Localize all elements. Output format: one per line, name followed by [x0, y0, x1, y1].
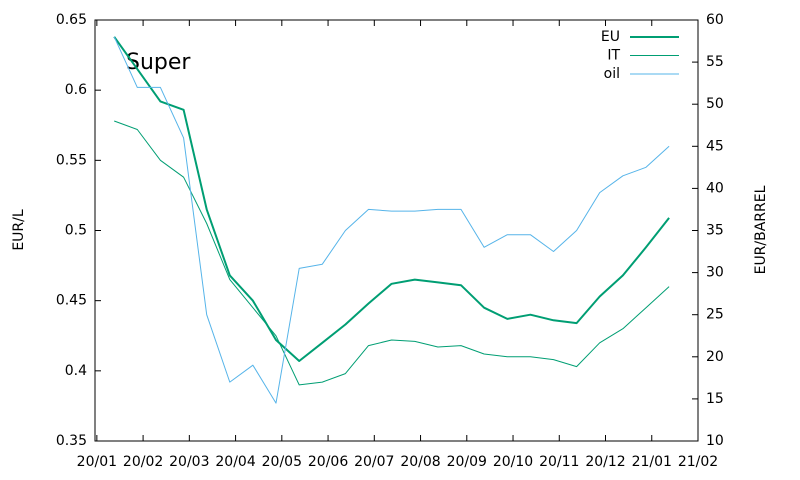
y2-tick-label: 15	[706, 391, 724, 407]
y2-tick-label: 10	[706, 433, 724, 449]
y2-tick-label: 35	[706, 223, 724, 239]
x-tick-label: 20/05	[262, 454, 302, 470]
y2-tick-label: 20	[706, 349, 724, 365]
y-tick-label: 0.35	[56, 433, 87, 449]
legend-label: EU	[601, 29, 620, 45]
y-tick-label: 0.45	[56, 293, 87, 309]
y2-tick-label: 30	[706, 265, 724, 281]
plot-frame	[94, 19, 699, 442]
x-tick-label: 20/11	[539, 454, 579, 470]
y-tick-label: 0.4	[65, 363, 87, 379]
y2-tick-label: 55	[706, 54, 724, 70]
legend-label: IT	[607, 48, 620, 64]
series-line	[113, 36, 670, 362]
y-tick-label: 0.55	[56, 152, 87, 168]
y-axis-label: EUR/L	[11, 209, 27, 251]
y-tick-label: 0.6	[65, 82, 87, 98]
x-tick-label: 20/04	[215, 454, 255, 470]
x-tick-label: 21/01	[632, 454, 672, 470]
series-line	[113, 36, 670, 404]
x-tick-label: 20/09	[447, 454, 487, 470]
x-tick-label: 20/12	[585, 454, 625, 470]
x-tick-label: 20/01	[77, 454, 117, 470]
y2-tick-label: 60	[706, 12, 724, 28]
y2-tick-label: 50	[706, 96, 724, 112]
x-tick-label: 20/02	[123, 454, 163, 470]
annotation: Super	[126, 50, 191, 75]
y-tick-label: 0.5	[65, 223, 87, 239]
series-line	[114, 120, 670, 386]
y2-tick-label: 25	[706, 307, 724, 323]
y2-tick-label: 45	[706, 138, 724, 154]
x-tick-label: 20/07	[354, 454, 394, 470]
legend-label: oil	[604, 66, 620, 82]
y2-axis-label: EUR/BARREL	[753, 185, 769, 274]
x-tick-label: 20/10	[493, 454, 533, 470]
y-tick-label: 0.65	[56, 12, 87, 28]
x-tick-label: 20/06	[308, 454, 348, 470]
x-tick-label: 20/08	[400, 454, 440, 470]
x-tick-label: 21/02	[678, 454, 718, 470]
x-tick-label: 20/03	[169, 454, 209, 470]
y2-tick-label: 40	[706, 180, 724, 196]
